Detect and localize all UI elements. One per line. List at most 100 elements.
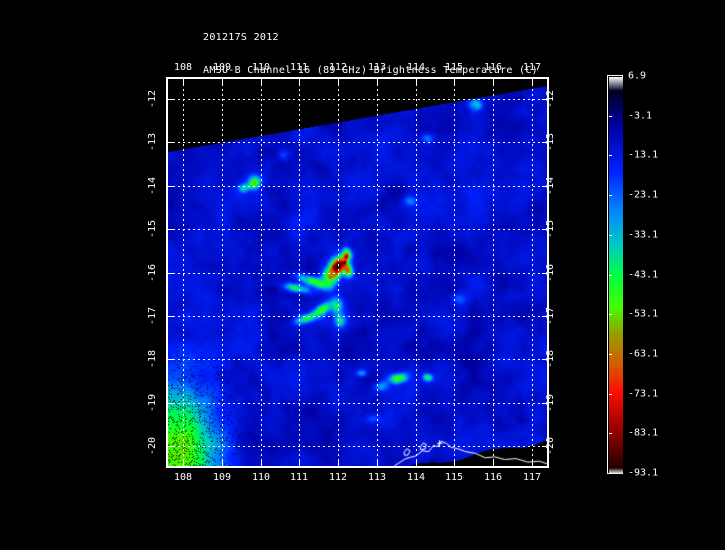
tick-top-114 — [416, 80, 417, 84]
yaxis-label-left--19: -19 — [147, 393, 158, 413]
yaxis-label-left--16: -16 — [147, 263, 158, 283]
tick-top-117 — [532, 80, 533, 84]
xaxis-label-top-109: 109 — [212, 62, 232, 73]
colorbar-label-6.9: 6.9 — [628, 70, 647, 82]
tick-bottom-117 — [532, 461, 533, 465]
yaxis-label-right--18: -18 — [545, 349, 556, 369]
tick-left--20 — [169, 446, 173, 447]
tick-bottom-109 — [222, 461, 223, 465]
title-product: AMSU-B Channel 16 (89 GHz) Brightness Te… — [203, 65, 538, 76]
xaxis-label-bottom-113: 113 — [367, 472, 387, 483]
tick-bottom-111 — [299, 461, 300, 465]
yaxis-label-left--12: -12 — [147, 89, 158, 109]
colorbar-label--73.1: -73.1 — [628, 388, 659, 400]
colorbar-label--13.1: -13.1 — [628, 149, 659, 161]
colorbar-label--63.1: -63.1 — [628, 348, 659, 360]
colorbar-tick--13.1 — [609, 155, 612, 156]
colorbar-label--53.1: -53.1 — [628, 308, 659, 320]
colorbar-tick--53.1 — [609, 314, 612, 315]
xaxis-label-top-110: 110 — [251, 62, 271, 73]
tick-right--12 — [542, 99, 546, 100]
yaxis-label-left--13: -13 — [147, 132, 158, 152]
yaxis-label-left--15: -15 — [147, 219, 158, 239]
xaxis-label-top-111: 111 — [289, 62, 309, 73]
xaxis-label-bottom-112: 112 — [328, 472, 348, 483]
yaxis-label-left--17: -17 — [147, 306, 158, 326]
tick-right--16 — [542, 273, 546, 274]
tick-right--20 — [542, 446, 546, 447]
map-plot-frame — [166, 77, 549, 468]
tick-left--17 — [169, 316, 173, 317]
xaxis-label-bottom-110: 110 — [251, 472, 271, 483]
xaxis-label-bottom-117: 117 — [522, 472, 542, 483]
xaxis-label-top-115: 115 — [444, 62, 464, 73]
xaxis-label-bottom-114: 114 — [406, 472, 426, 483]
tick-right--17 — [542, 316, 546, 317]
tick-top-108 — [183, 80, 184, 84]
tick-bottom-108 — [183, 461, 184, 465]
tick-top-109 — [222, 80, 223, 84]
xaxis-label-top-114: 114 — [406, 62, 426, 73]
tick-bottom-112 — [338, 461, 339, 465]
yaxis-label-right--20: -20 — [545, 436, 556, 456]
colorbar-tick--93.1 — [609, 473, 612, 474]
colorbar-tick--43.1 — [609, 275, 612, 276]
tick-right--15 — [542, 229, 546, 230]
colorbar-label--23.1: -23.1 — [628, 189, 659, 201]
tick-left--13 — [169, 142, 173, 143]
tick-right--19 — [542, 403, 546, 404]
colorbar-tick--63.1 — [609, 354, 612, 355]
tick-left--14 — [169, 186, 173, 187]
xaxis-label-bottom-111: 111 — [289, 472, 309, 483]
yaxis-label-right--12: -12 — [545, 89, 556, 109]
xaxis-label-bottom-108: 108 — [173, 472, 193, 483]
xaxis-label-top-117: 117 — [522, 62, 542, 73]
yaxis-label-right--16: -16 — [545, 263, 556, 283]
xaxis-label-top-113: 113 — [367, 62, 387, 73]
tick-top-112 — [338, 80, 339, 84]
colorbar-label--93.1: -93.1 — [628, 467, 659, 479]
tick-right--14 — [542, 186, 546, 187]
yaxis-label-right--14: -14 — [545, 176, 556, 196]
tick-left--16 — [169, 273, 173, 274]
tick-right--18 — [542, 359, 546, 360]
tick-bottom-113 — [377, 461, 378, 465]
colorbar-gradient — [609, 77, 623, 474]
tick-left--19 — [169, 403, 173, 404]
yaxis-label-right--19: -19 — [545, 393, 556, 413]
yaxis-label-right--15: -15 — [545, 219, 556, 239]
tick-left--12 — [169, 99, 173, 100]
map-plot-area — [168, 79, 547, 466]
tick-top-111 — [299, 80, 300, 84]
colorbar-label--33.1: -33.1 — [628, 229, 659, 241]
tick-bottom-115 — [454, 461, 455, 465]
yaxis-label-left--18: -18 — [147, 349, 158, 369]
brightness-temperature-heatmap — [168, 79, 547, 466]
tick-left--18 — [169, 359, 173, 360]
colorbar-tick--33.1 — [609, 235, 612, 236]
xaxis-label-bottom-115: 115 — [444, 472, 464, 483]
yaxis-label-right--13: -13 — [545, 132, 556, 152]
colorbar-label--83.1: -83.1 — [628, 427, 659, 439]
colorbar-tick--3.1 — [609, 116, 612, 117]
yaxis-label-right--17: -17 — [545, 306, 556, 326]
xaxis-label-bottom-116: 116 — [483, 472, 503, 483]
tick-bottom-116 — [493, 461, 494, 465]
yaxis-label-left--14: -14 — [147, 176, 158, 196]
xaxis-label-top-108: 108 — [173, 62, 193, 73]
colorbar-tick--23.1 — [609, 195, 612, 196]
xaxis-label-bottom-109: 109 — [212, 472, 232, 483]
tick-top-110 — [261, 80, 262, 84]
tick-left--15 — [169, 229, 173, 230]
tick-right--13 — [542, 142, 546, 143]
yaxis-label-left--20: -20 — [147, 436, 158, 456]
title-storm-id: 201217S 2012 — [203, 32, 279, 43]
xaxis-label-top-112: 112 — [328, 62, 348, 73]
colorbar-label--43.1: -43.1 — [628, 269, 659, 281]
colorbar-tick--83.1 — [609, 433, 612, 434]
colorbar-label--3.1: -3.1 — [628, 110, 653, 122]
tick-top-113 — [377, 80, 378, 84]
tick-top-116 — [493, 80, 494, 84]
tick-top-115 — [454, 80, 455, 84]
